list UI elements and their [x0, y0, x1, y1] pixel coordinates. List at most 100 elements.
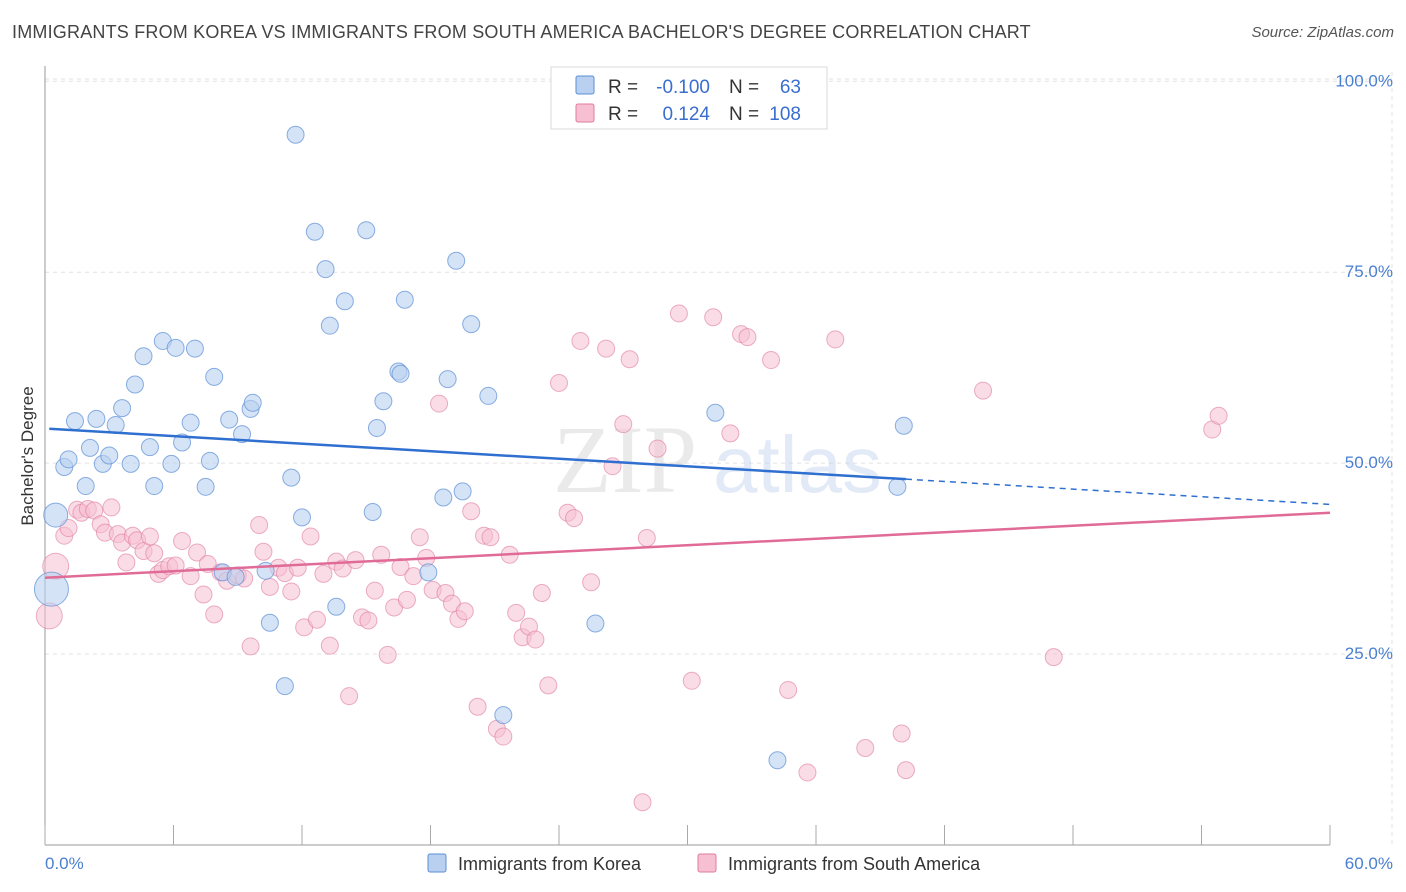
korea-point [113, 399, 132, 418]
south-america-points [35, 304, 1228, 812]
x-tick-label: 0.0% [45, 854, 84, 873]
korea-points [33, 125, 913, 770]
korea-point [233, 425, 252, 444]
chart-title: IMMIGRANTS FROM KOREA VS IMMIGRANTS FROM… [12, 22, 1031, 42]
legend-swatch-sa [575, 103, 595, 123]
korea-point [59, 450, 78, 469]
gridlines [45, 72, 1393, 845]
korea-point [363, 503, 382, 522]
sa-point [648, 439, 667, 458]
korea-point [586, 614, 605, 633]
korea-point [305, 222, 324, 241]
korea-point [320, 316, 339, 335]
sa-point [637, 528, 656, 547]
korea-point [494, 706, 513, 725]
korea-point [367, 419, 386, 438]
sa-point [404, 567, 423, 586]
sa-point [539, 676, 558, 695]
korea-point [243, 393, 262, 412]
sa-point [307, 610, 326, 629]
legend-r-label-sa: R = [608, 104, 638, 125]
sa-point [254, 542, 273, 561]
korea-point [200, 451, 219, 470]
sa-point [798, 763, 817, 782]
legend-n-value-korea: 63 [780, 77, 801, 98]
korea-point [87, 409, 106, 428]
korea-point [894, 416, 913, 435]
sa-point [779, 680, 798, 699]
sa-point [145, 544, 164, 563]
korea-point [65, 412, 84, 431]
korea-point [185, 339, 204, 358]
y-tick-label: 75.0% [1345, 262, 1393, 281]
sa-point [365, 581, 384, 600]
legend-n-label-korea: N = [729, 77, 759, 98]
sa-point [301, 527, 320, 546]
korea-point [121, 454, 140, 473]
korea-point [453, 482, 472, 501]
korea-point [419, 563, 438, 582]
bottom-legend-swatch-korea [427, 853, 447, 873]
sa-point [481, 528, 500, 547]
sa-point [582, 573, 601, 592]
korea-point [43, 502, 69, 528]
sa-point [826, 330, 845, 349]
sa-point [896, 761, 915, 780]
korea-point [145, 477, 164, 496]
legend-swatch-korea [575, 75, 595, 95]
korea-point [173, 433, 192, 452]
sa-point [468, 697, 487, 716]
korea-point [293, 508, 311, 527]
korea-trend-line [49, 427, 907, 481]
sa-point [550, 373, 568, 392]
sa-point [359, 611, 378, 630]
korea-point [140, 438, 159, 457]
korea-point [888, 477, 907, 496]
sa-trend-line [44, 511, 1331, 579]
sa-point [682, 671, 701, 690]
legend-r-label-korea: R = [608, 77, 638, 98]
korea-point [395, 290, 414, 309]
sa-point [704, 308, 723, 327]
sa-point [597, 339, 616, 358]
series-legend: Immigrants from Korea Immigrants from So… [427, 853, 981, 874]
legend-n-value-sa: 108 [769, 104, 801, 125]
sa-point [282, 582, 301, 601]
korea-point [33, 571, 69, 607]
korea-point [76, 477, 95, 496]
sa-point [173, 532, 192, 551]
sa-point [762, 351, 781, 370]
korea-point [256, 561, 275, 580]
korea-point [166, 338, 185, 357]
korea-point [220, 410, 239, 429]
korea-point [106, 415, 125, 434]
sa-point [194, 585, 213, 604]
sa-point [620, 350, 639, 369]
sa-point [117, 553, 136, 572]
korea-point [196, 477, 215, 496]
korea-point [316, 260, 335, 279]
sa-point [241, 637, 260, 656]
y-tick-label: 25.0% [1345, 644, 1393, 663]
sa-point [181, 567, 200, 586]
axes [44, 66, 1331, 846]
korea-point [327, 597, 346, 616]
sa-point [455, 602, 474, 621]
sa-point [140, 527, 159, 546]
y-tick-labels: 25.0% 50.0% 75.0% 100.0% [1335, 71, 1393, 663]
legend-n-label-sa: N = [729, 104, 759, 125]
sa-point [603, 457, 622, 476]
korea-point [286, 125, 305, 144]
watermark: ZIP atlas [553, 406, 882, 513]
x-tick-label: 60.0% [1345, 854, 1393, 873]
korea-point [162, 454, 181, 473]
sa-point [340, 687, 359, 706]
sa-point [333, 559, 352, 578]
sa-point [372, 545, 391, 564]
sa-point [102, 498, 121, 517]
source-credit: Source: ZipAtlas.com [1251, 24, 1394, 41]
korea-point [447, 251, 466, 270]
sa-point [320, 636, 339, 655]
korea-point [479, 386, 498, 405]
